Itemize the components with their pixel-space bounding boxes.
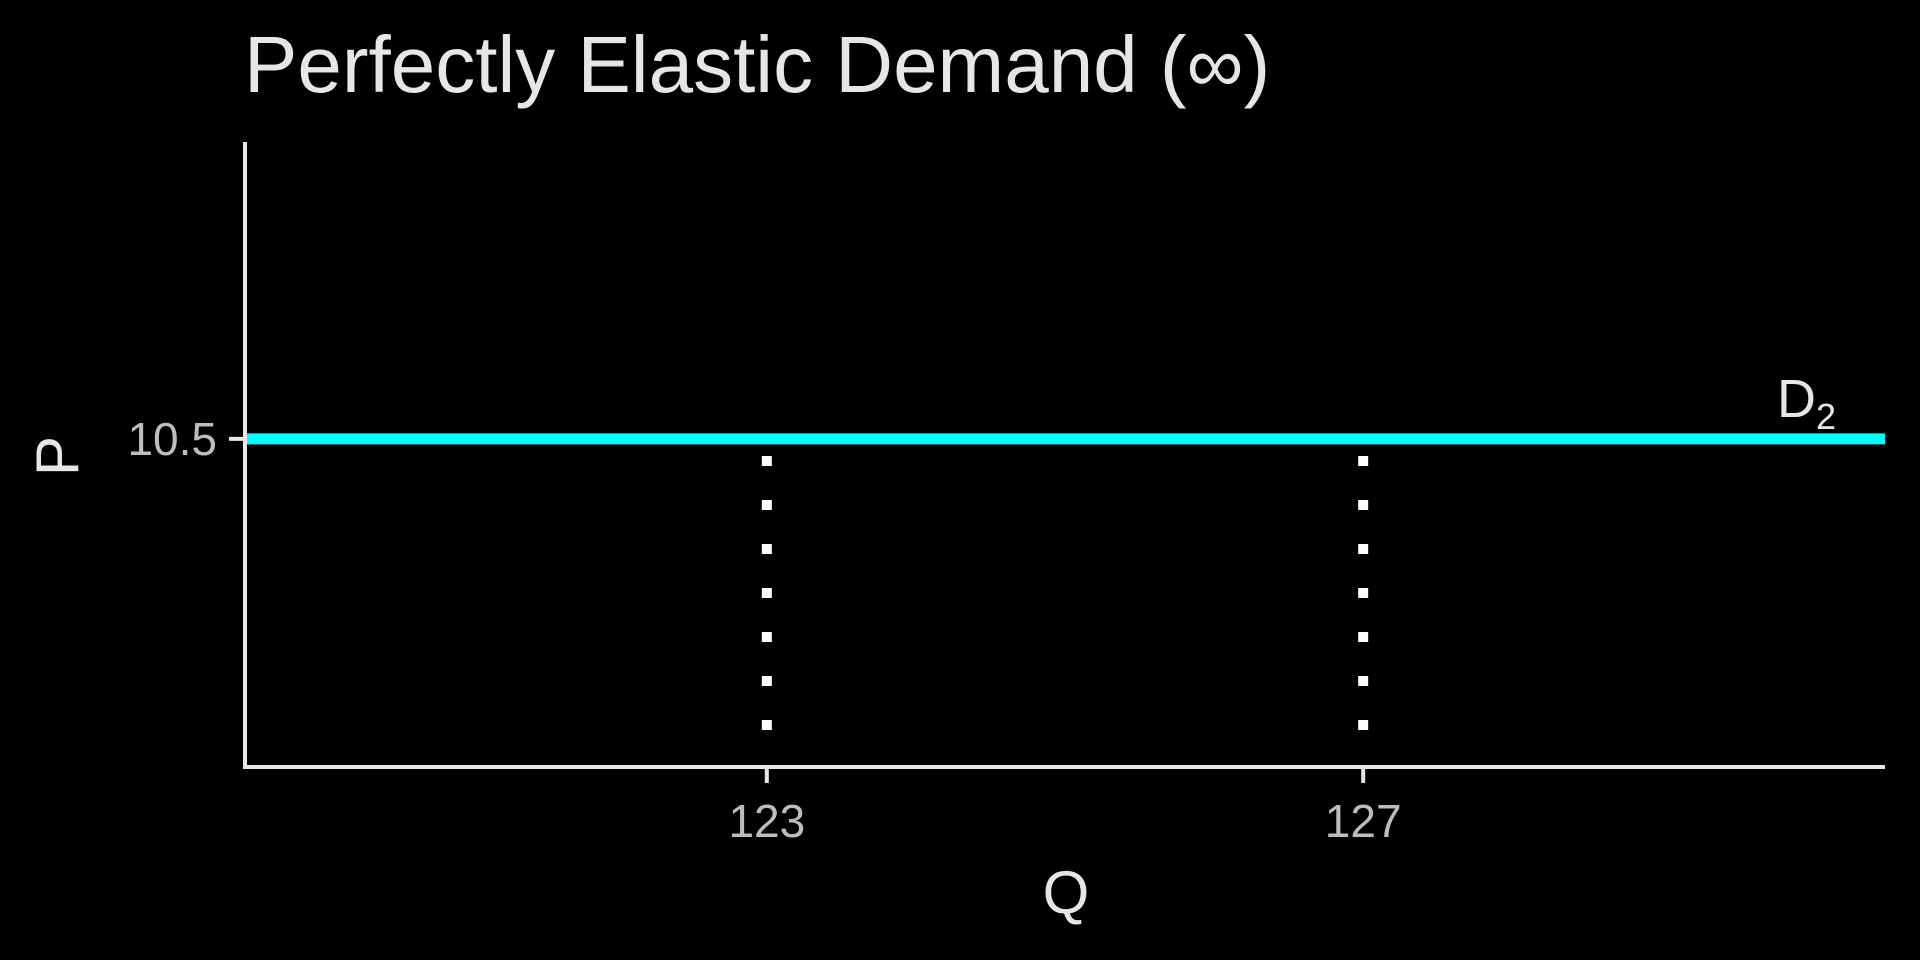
- x-axis-title: Q: [1043, 859, 1090, 926]
- x-tick-label-123: 123: [728, 795, 805, 847]
- series-label-name: D: [1777, 369, 1816, 429]
- x-ticks: 123 127: [728, 767, 1402, 847]
- reference-lines: [761, 445, 1369, 730]
- chart-title: Perfectly Elastic Demand (∞): [244, 20, 1270, 109]
- series-label-subscript: 2: [1816, 396, 1836, 437]
- series-label-d2: D2: [1777, 369, 1836, 437]
- y-ticks: 10.5: [127, 413, 245, 465]
- x-tick-label-127: 127: [1325, 795, 1402, 847]
- y-tick-label-10-5: 10.5: [127, 413, 217, 465]
- y-axis-title: P: [24, 436, 91, 476]
